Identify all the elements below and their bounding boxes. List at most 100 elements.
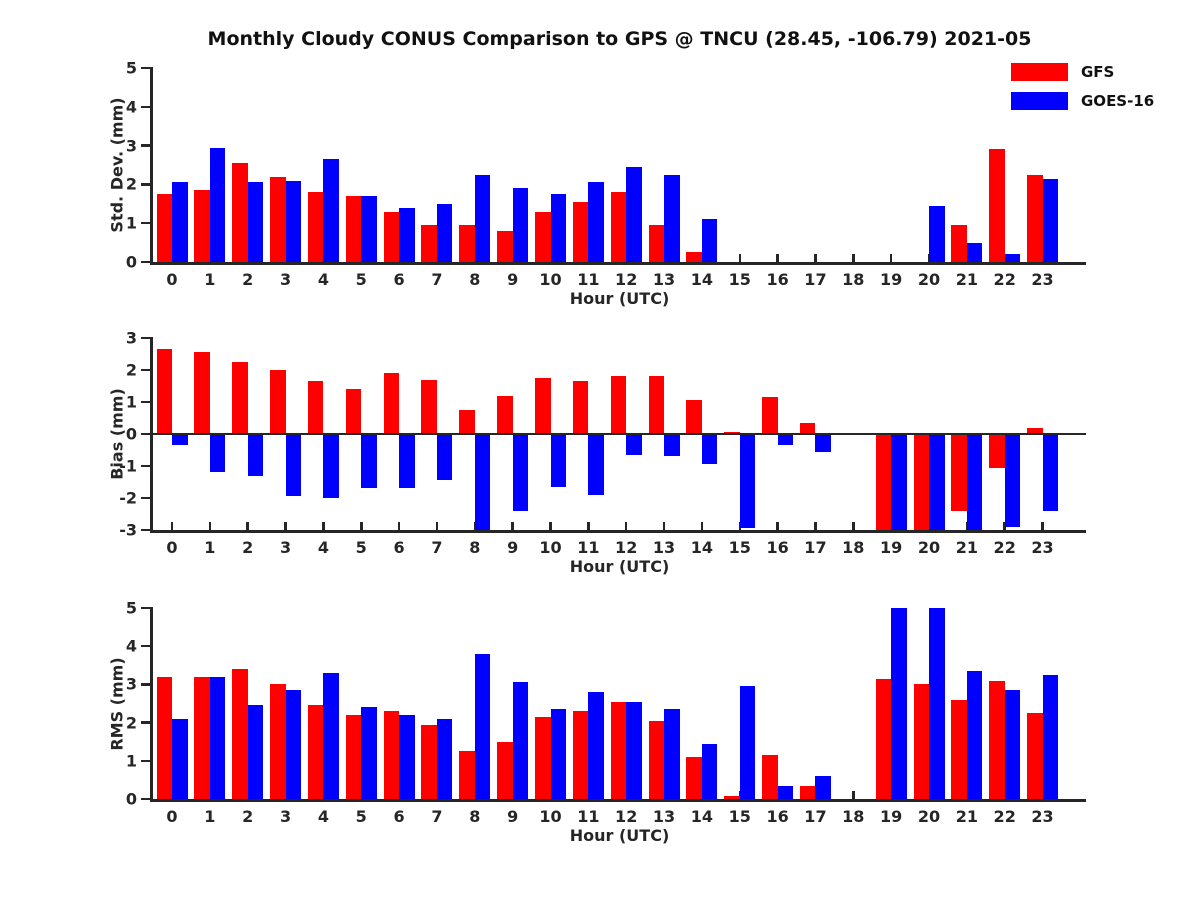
- rms-y-tick-label: 5: [125, 598, 137, 618]
- bias-x-tick-label: 18: [842, 538, 865, 557]
- bar-goes16-h3: [285, 434, 302, 497]
- bar-gfs-h2: [232, 362, 248, 434]
- stddev-x-tick-label: 13: [652, 270, 676, 289]
- bias-y-tick-label: 2: [125, 360, 137, 380]
- bar-goes16-h22: [1004, 254, 1021, 262]
- bar-goes16-h19: [891, 608, 907, 799]
- bar-goes16-h10: [550, 709, 566, 799]
- bias-x-tick-label: 21: [955, 538, 978, 557]
- bias-x-tick-label: 19: [880, 538, 903, 557]
- bar-goes16-h0: [172, 718, 188, 799]
- bias-x-tick: [170, 522, 174, 530]
- bar-gfs-h20: [913, 684, 929, 799]
- stddev-y-tick: [141, 105, 150, 109]
- bias-y-tick-label: -2: [119, 488, 137, 508]
- bar-goes16-h7: [436, 718, 453, 799]
- bias-y-tick-label: 3: [125, 328, 137, 348]
- bar-gfs-h1: [194, 352, 210, 434]
- bias-x-tick-label: 3: [279, 538, 292, 557]
- stddev-x-tick-label: 4: [317, 270, 329, 289]
- bar-goes16-h20: [929, 434, 945, 530]
- bar-gfs-h22: [989, 149, 1005, 262]
- bar-gfs-h2: [232, 669, 248, 799]
- bar-goes16-h20: [929, 608, 945, 799]
- bias-y-axis: [150, 337, 153, 533]
- stddev-x-tick-label: 2: [242, 270, 254, 289]
- bias-x-tick: [284, 522, 287, 530]
- rms-y-tick-label: 4: [125, 636, 137, 656]
- bias-x-tick-label: 9: [507, 538, 519, 557]
- bar-goes16-h10: [550, 194, 566, 262]
- stddev-x-tick-label: 20: [917, 270, 941, 289]
- bar-gfs-h3: [270, 176, 286, 262]
- bias-x-tick-label: 13: [652, 538, 676, 557]
- bias-x-tick-label: 7: [431, 538, 443, 557]
- bar-gfs-h1: [194, 190, 210, 262]
- bar-goes16-h1: [209, 147, 226, 262]
- bar-goes16-h23: [1042, 674, 1059, 799]
- rms-x-tick-label: 7: [431, 807, 443, 826]
- rms-x-axis: [150, 799, 1086, 802]
- bar-gfs-h11: [572, 201, 589, 262]
- bias-x-tick: [435, 522, 439, 530]
- bar-gfs-h8: [459, 225, 475, 262]
- bar-goes16-h21: [966, 671, 983, 799]
- bar-gfs-h10: [535, 378, 551, 434]
- stddev-x-tick: [852, 254, 855, 262]
- rms-y-tick: [141, 644, 150, 648]
- rms-x-tick-label: 21: [955, 807, 978, 826]
- bar-gfs-h4: [307, 192, 324, 262]
- rms-y-tick-label: 3: [125, 674, 137, 694]
- bias-x-tick-label: 0: [166, 538, 178, 557]
- stddev-y-axis: [150, 67, 153, 265]
- rms-x-tick-label: 3: [279, 807, 292, 826]
- bar-gfs-h5: [345, 196, 362, 262]
- rms-y-tick: [141, 797, 150, 801]
- bias-x-tick-label: 11: [577, 538, 600, 557]
- bias-y-tick: [141, 432, 150, 436]
- legend: GFS GOES-16: [1011, 63, 1154, 110]
- bar-goes16-h1: [209, 676, 226, 799]
- bias-x-tick-label: 20: [917, 538, 941, 557]
- bar-gfs-h14: [686, 756, 702, 799]
- bar-gfs-h21: [951, 434, 967, 511]
- bias-x-tick: [360, 522, 363, 530]
- bar-goes16-h16: [777, 434, 794, 446]
- bar-gfs-h23: [1027, 427, 1043, 434]
- bar-gfs-h16: [762, 755, 778, 799]
- bar-gfs-h4: [307, 705, 324, 799]
- bar-goes16-h0: [172, 434, 188, 446]
- bias-x-tick: [397, 522, 401, 530]
- bias-y-tick: [141, 336, 150, 340]
- bias-x-tick-label: 15: [728, 538, 751, 557]
- stddev-x-tick: [776, 254, 779, 262]
- bar-goes16-h4: [323, 434, 339, 498]
- bar-goes16-h16: [777, 785, 794, 799]
- rms-x-tick-label: 12: [615, 807, 638, 826]
- rms-y-axis: [150, 607, 153, 802]
- bar-goes16-h21: [966, 434, 983, 530]
- rms-y-tick: [141, 759, 150, 763]
- bar-goes16-h8: [474, 174, 491, 262]
- stddev-x-tick-label: 0: [166, 270, 178, 289]
- bias-x-axis-title: Hour (UTC): [569, 557, 670, 576]
- rms-x-tick-label: 15: [728, 807, 751, 826]
- bar-goes16-h2: [247, 434, 264, 476]
- bar-gfs-h0: [156, 676, 172, 799]
- legend-swatch-goes16: [1011, 92, 1068, 110]
- rms-y-tick: [141, 683, 150, 686]
- stddev-x-tick-label: 3: [279, 270, 292, 289]
- bar-goes16-h11: [588, 692, 604, 799]
- bias-x-tick-label: 17: [804, 538, 827, 557]
- stddev-y-tick: [141, 221, 150, 225]
- bias-y-tick-label: 0: [125, 424, 137, 444]
- rms-x-tick-label: 10: [539, 807, 562, 826]
- bar-goes16-h17: [815, 776, 831, 799]
- bar-goes16-h6: [399, 207, 415, 262]
- bar-goes16-h12: [626, 434, 642, 455]
- bar-goes16-h5: [361, 434, 377, 489]
- bias-x-tick-label: 23: [1031, 538, 1054, 557]
- stddev-x-tick-label: 6: [393, 270, 405, 289]
- rms-y-tick: [141, 721, 150, 724]
- stddev-x-tick-label: 16: [766, 270, 789, 289]
